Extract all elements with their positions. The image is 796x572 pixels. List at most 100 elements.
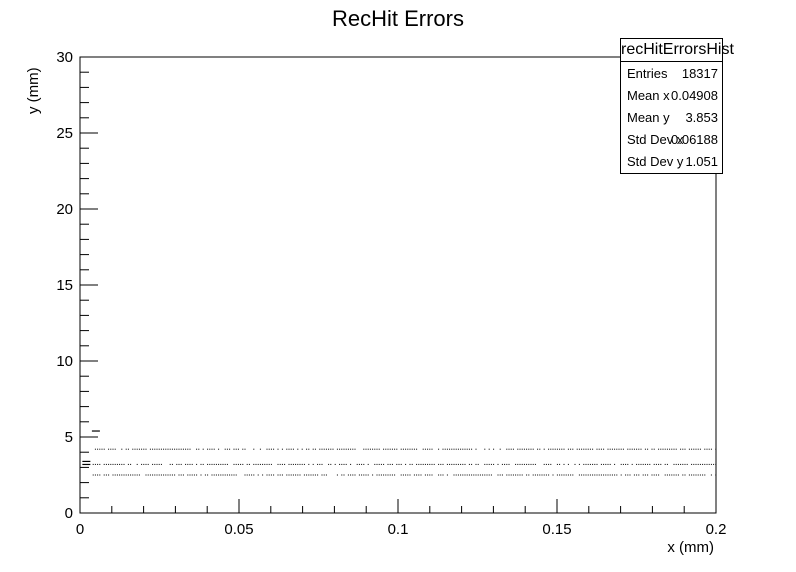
data-point: [211, 448, 213, 450]
data-point: [125, 448, 127, 450]
data-point: [244, 448, 246, 450]
data-point: [347, 448, 349, 450]
data-point: [196, 474, 198, 476]
tick-labels: 0 0.05 0.1 0.15 0.2 0 5 10 15 20 25 30: [56, 49, 726, 538]
data-point: [171, 474, 173, 476]
data-point: [240, 463, 242, 465]
data-point: [154, 448, 156, 450]
data-point: [581, 448, 583, 450]
data-point: [418, 463, 420, 465]
data-point: [556, 463, 558, 465]
data-point: [631, 463, 633, 465]
data-point: [224, 474, 226, 476]
data-point: [405, 448, 407, 450]
data-point: [97, 474, 99, 476]
data-point: [446, 463, 448, 465]
stats-label: Mean x: [627, 88, 670, 103]
data-point: [202, 448, 204, 450]
data-point: [587, 474, 589, 476]
data-point: [543, 448, 545, 450]
data-point: [376, 448, 378, 450]
data-point: [409, 474, 411, 476]
data-point: [682, 463, 684, 465]
data-point: [475, 448, 477, 450]
data-point: [506, 448, 508, 450]
data-point: [169, 448, 171, 450]
data-point: [156, 474, 158, 476]
data-point: [279, 474, 281, 476]
data-point: [457, 448, 459, 450]
data-point: [504, 463, 506, 465]
data-point: [431, 474, 433, 476]
data-point: [545, 474, 547, 476]
data-point: [651, 474, 653, 476]
data-point: [658, 448, 660, 450]
data-point: [209, 448, 211, 450]
data-point: [257, 463, 259, 465]
data-point: [460, 448, 462, 450]
data-point: [451, 448, 453, 450]
data-point: [642, 463, 644, 465]
data-point: [704, 463, 706, 465]
data-point: [297, 448, 299, 450]
data-point: [286, 448, 288, 450]
data-point: [589, 463, 591, 465]
data-point: [119, 474, 121, 476]
x-tick-label: 0: [76, 521, 84, 538]
data-point: [455, 474, 457, 476]
data-point: [710, 474, 712, 476]
data-point: [279, 463, 281, 465]
data-point: [290, 474, 292, 476]
data-point: [464, 463, 466, 465]
data-point: [468, 474, 470, 476]
data-point: [697, 448, 699, 450]
stats-value: 0.06188: [671, 132, 718, 147]
data-point: [693, 463, 695, 465]
data-point: [306, 474, 308, 476]
data-point: [537, 474, 539, 476]
data-point: [160, 448, 162, 450]
data-point: [636, 474, 638, 476]
data-point: [248, 474, 250, 476]
data-point: [607, 463, 609, 465]
data-point: [138, 474, 140, 476]
data-point: [136, 463, 138, 465]
data-point: [702, 463, 704, 465]
data-point: [218, 474, 220, 476]
data-point: [691, 448, 693, 450]
y-tick-label: 15: [56, 277, 73, 294]
data-point: [647, 474, 649, 476]
data-point: [506, 474, 508, 476]
data-point: [609, 448, 611, 450]
data-point: [116, 463, 118, 465]
data-point: [655, 463, 657, 465]
data-point: [112, 448, 114, 450]
data-point: [477, 474, 479, 476]
data-point: [376, 474, 378, 476]
data-point: [541, 474, 543, 476]
data-point: [391, 474, 393, 476]
data-point: [453, 463, 455, 465]
data-point: [277, 463, 279, 465]
data-point: [290, 448, 292, 450]
data-point: [156, 448, 158, 450]
data-point: [534, 463, 536, 465]
data-point: [512, 474, 514, 476]
outlier-point: [82, 460, 91, 463]
data-point: [578, 463, 580, 465]
data-point: [497, 474, 499, 476]
data-point: [471, 448, 473, 450]
data-point: [653, 463, 655, 465]
data-point: [262, 463, 264, 465]
stats-row-mean-x: Mean x 0.04908: [627, 85, 718, 107]
y-tick-label: 25: [56, 125, 73, 142]
data-point: [420, 463, 422, 465]
data-point: [653, 448, 655, 450]
data-point: [114, 448, 116, 450]
data-point: [420, 474, 422, 476]
data-point: [297, 463, 299, 465]
data-point: [609, 474, 611, 476]
data-point: [462, 463, 464, 465]
data-point: [431, 463, 433, 465]
data-point: [391, 448, 393, 450]
